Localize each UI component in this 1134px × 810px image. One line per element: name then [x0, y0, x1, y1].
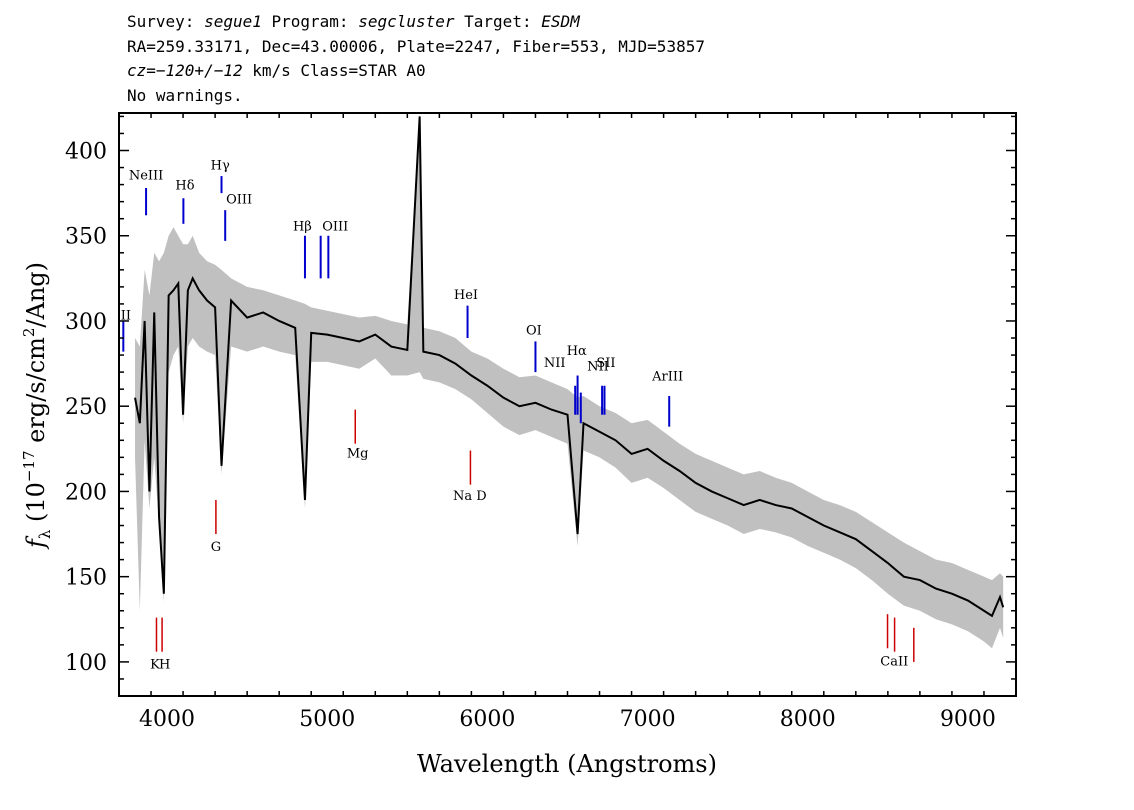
emission-line-label: Hα — [567, 344, 587, 359]
emission-line-label: OIII — [322, 220, 348, 235]
x-axis-title: Wavelength (Angstroms) — [417, 750, 717, 778]
cz-rest: km/s Class=STAR A0 — [242, 61, 426, 80]
spectrum-header: Survey: segue1 Program: segcluster Targe… — [127, 10, 705, 108]
x-tick-label: 6000 — [459, 707, 515, 732]
emission-line-label: OIII — [226, 192, 252, 207]
y-axis-title-units: erg/s/cm — [22, 337, 50, 451]
emission-line-label: SII — [596, 356, 615, 371]
absorption-line-label: G — [211, 540, 221, 555]
x-tick-label: 5000 — [299, 707, 355, 732]
absorption-line-label: CaII — [880, 654, 908, 669]
x-tick-label: 7000 — [620, 707, 676, 732]
error-band — [135, 116, 1004, 649]
cz-value: =−120+/−12 — [146, 61, 243, 80]
y-tick-label: 250 — [65, 395, 107, 420]
y-tick-label: 400 — [65, 140, 107, 165]
emission-line-label: OII — [110, 308, 131, 323]
emission-line-label: Hγ — [211, 158, 230, 173]
program-label: Program: — [261, 12, 359, 31]
header-line-warnings: No warnings. — [127, 85, 243, 105]
survey-label: Survey: — [127, 12, 205, 31]
header-line-redshift: cz=−120+/−12 km/s Class=STAR A0 — [127, 59, 705, 84]
header-line-survey: Survey: segue1 Program: segcluster Targe… — [127, 10, 705, 35]
y-tick-label: 100 — [65, 651, 107, 676]
absorption-line-label: Mg — [347, 446, 369, 461]
emission-line-label: ArIII — [651, 370, 683, 385]
emission-line-label: Hβ — [293, 220, 312, 235]
emission-line-label: HeI — [454, 288, 478, 303]
absorption-line-label: H — [159, 658, 170, 673]
x-axis-ticks: 4000 5000 6000 7000 8000 9000 — [118, 113, 1017, 732]
cz-label: cz — [127, 61, 147, 80]
y-axis-ticks: 100 150 200 250 300 350 400 — [65, 115, 1016, 680]
absorption-line-label: Na D — [453, 489, 487, 504]
y-axis-title-squared: 2 — [20, 328, 38, 338]
y-axis-title: fλ (10−17 erg/s/cm2/Ang) — [20, 262, 54, 550]
x-tick-label: 9000 — [940, 707, 996, 732]
emission-line-label: Hδ — [175, 179, 194, 194]
spectrum-line — [134, 116, 1005, 618]
absorption-line-label: K — [150, 658, 160, 673]
emission-line-label: NeIII — [129, 168, 163, 183]
y-tick-label: 300 — [65, 310, 107, 335]
y-axis-title-exponent: −17 — [20, 450, 38, 482]
y-tick-label: 150 — [65, 566, 107, 591]
y-tick-label: 200 — [65, 480, 107, 505]
x-tick-label: 4000 — [139, 707, 195, 732]
program-value: segcluster — [358, 12, 455, 31]
emission-line-label: NII — [587, 359, 609, 374]
absorption-labels: K H G Mg Na D CaII — [150, 446, 908, 672]
emission-line-label: NII — [544, 356, 566, 371]
emission-markers — [122, 176, 671, 427]
y-axis-title-tail: /Ang) — [22, 262, 50, 328]
survey-value: segue1 — [204, 12, 262, 31]
y-tick-label: 350 — [65, 225, 107, 250]
x-tick-label: 8000 — [780, 707, 836, 732]
header-line-coords: RA=259.33171, Dec=43.00006, Plate=2247, … — [127, 36, 705, 56]
y-axis-title-lambda: λ — [36, 529, 54, 539]
target-label: Target: — [454, 12, 542, 31]
y-axis-title-open: (10 — [22, 482, 50, 530]
absorption-markers — [155, 409, 915, 662]
emission-line-label: OI — [526, 324, 542, 339]
target-value: ESDM — [541, 12, 580, 31]
